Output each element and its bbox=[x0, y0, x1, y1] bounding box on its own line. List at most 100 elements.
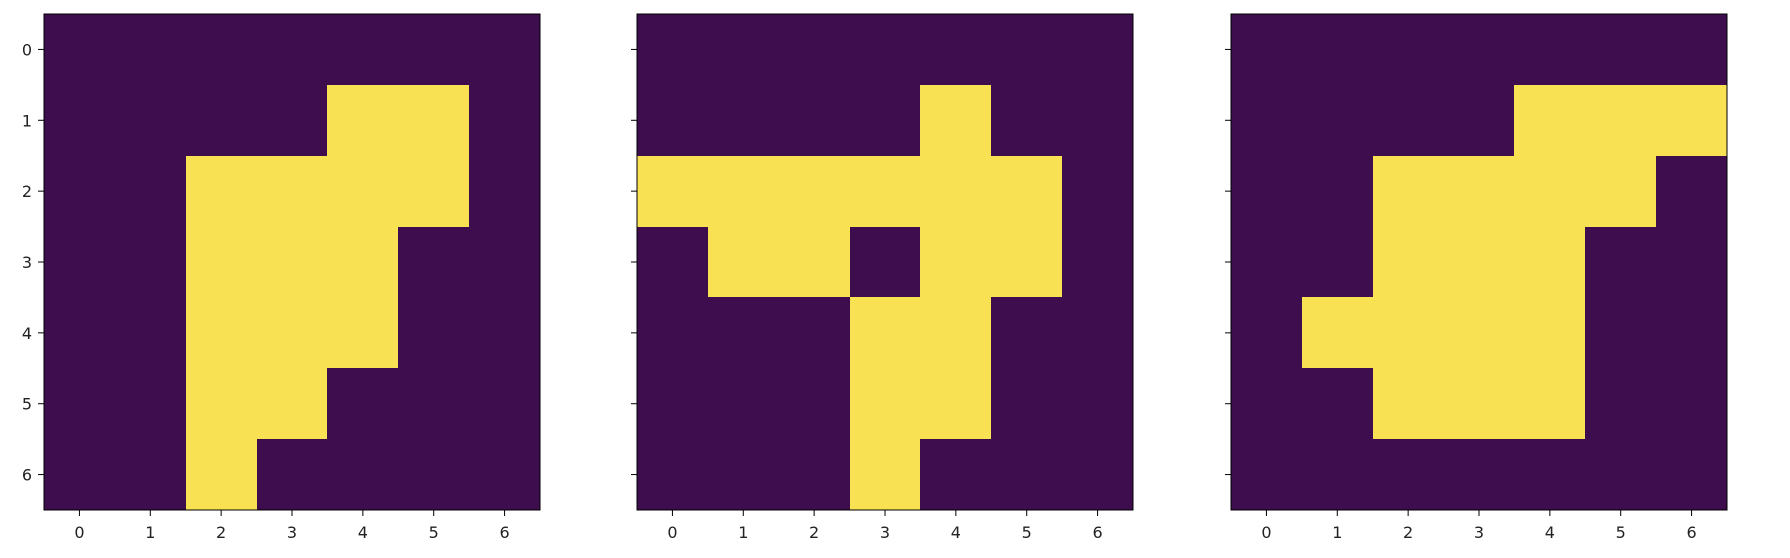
heatmap-cell-r2-c4 bbox=[1514, 156, 1585, 227]
x-tick-label: 0 bbox=[74, 523, 84, 542]
heatmap-cell-r4-c1 bbox=[115, 297, 186, 368]
heatmap-cell-r5-c0 bbox=[44, 368, 115, 439]
heatmap-cell-r3-c4 bbox=[1514, 227, 1585, 297]
y-tick-label: 4 bbox=[22, 324, 32, 343]
heatmap-cell-r2-c1 bbox=[1302, 156, 1373, 227]
heatmap-cell-r3-c6 bbox=[469, 227, 540, 297]
heatmap-cell-r5-c1 bbox=[1302, 368, 1373, 439]
heatmap-cell-r4-c1 bbox=[1302, 297, 1373, 368]
heatmap-cell-r6-c4 bbox=[1514, 439, 1585, 510]
x-tick-label: 6 bbox=[1092, 523, 1102, 542]
heatmap-cell-r6-c0 bbox=[44, 439, 115, 510]
heatmap-cell-r1-c2 bbox=[779, 85, 850, 156]
heatmap-cell-r3-c3 bbox=[850, 227, 920, 297]
heatmap-cell-r0-c4 bbox=[920, 14, 991, 85]
heatmap-cell-r2-c2 bbox=[186, 156, 257, 227]
heatmap-cell-r3-c6 bbox=[1656, 227, 1727, 297]
heatmap-cell-r3-c4 bbox=[920, 227, 991, 297]
x-tick-label: 2 bbox=[216, 523, 226, 542]
heatmap-cell-r4-c3 bbox=[850, 297, 920, 368]
heatmap-cell-r0-c2 bbox=[186, 14, 257, 85]
heatmap-cell-r6-c6 bbox=[1656, 439, 1727, 510]
heatmap-cell-r0-c1 bbox=[708, 14, 779, 85]
heatmap-cell-r0-c4 bbox=[1514, 14, 1585, 85]
heatmap-cell-r4-c6 bbox=[1656, 297, 1727, 368]
heatmap-cell-r0-c0 bbox=[1231, 14, 1302, 85]
y-tick-label: 0 bbox=[22, 40, 32, 59]
heatmap-panel-3: 0 1 2 3 4 5 6 bbox=[1225, 13, 1728, 542]
heatmap-cell-r5-c3 bbox=[850, 368, 920, 439]
heatmap-cell-r2-c6 bbox=[1062, 156, 1133, 227]
x-tick-label: 2 bbox=[1403, 523, 1413, 542]
heatmap-cell-r2-c4 bbox=[920, 156, 991, 227]
heatmap-cell-r1-c0 bbox=[44, 85, 115, 156]
heatmap-cell-r1-c0 bbox=[1231, 85, 1302, 156]
heatmap-cell-r5-c5 bbox=[398, 368, 469, 439]
x-tick-label: 4 bbox=[358, 523, 368, 542]
heatmap-cell-r6-c2 bbox=[186, 439, 257, 510]
y-tick-label: 6 bbox=[22, 466, 32, 485]
heatmap-cell-r0-c3 bbox=[1444, 14, 1514, 85]
heatmap-cell-r6-c5 bbox=[1585, 439, 1656, 510]
heatmap-cell-r3-c3 bbox=[257, 227, 327, 297]
heatmap-cell-r4-c1 bbox=[708, 297, 779, 368]
heatmap-cell-r5-c6 bbox=[469, 368, 540, 439]
heatmap-cell-r3-c5 bbox=[1585, 227, 1656, 297]
heatmap-cell-r3-c5 bbox=[398, 227, 469, 297]
heatmap-cell-r2-c0 bbox=[1231, 156, 1302, 227]
heatmap-cell-r4-c5 bbox=[1585, 297, 1656, 368]
heatmap-cell-r2-c5 bbox=[1585, 156, 1656, 227]
x-tick-label: 2 bbox=[809, 523, 819, 542]
y-tick-label: 5 bbox=[22, 395, 32, 414]
heatmap-cell-r3-c0 bbox=[44, 227, 115, 297]
heatmap-cell-r1-c3 bbox=[257, 85, 327, 156]
heatmap-cell-r2-c6 bbox=[469, 156, 540, 227]
heatmap-cell-r2-c2 bbox=[1373, 156, 1444, 227]
heatmap-cell-r2-c0 bbox=[44, 156, 115, 227]
x-tick-label: 4 bbox=[1545, 523, 1555, 542]
heatmap-cell-r2-c2 bbox=[779, 156, 850, 227]
x-tick-label: 1 bbox=[738, 523, 748, 542]
heatmap-cell-r1-c5 bbox=[1585, 85, 1656, 156]
heatmap-cell-r4-c0 bbox=[44, 297, 115, 368]
heatmap-cell-r0-c3 bbox=[257, 14, 327, 85]
heatmap-cell-r6-c0 bbox=[1231, 439, 1302, 510]
x-tick-label: 0 bbox=[1261, 523, 1271, 542]
heatmap-cell-r2-c6 bbox=[1656, 156, 1727, 227]
x-tick-label: 4 bbox=[951, 523, 961, 542]
heatmap-cell-r4-c3 bbox=[1444, 297, 1514, 368]
heatmap-cell-r5-c1 bbox=[115, 368, 186, 439]
x-tick-label: 5 bbox=[429, 523, 439, 542]
heatmap-cell-r0-c0 bbox=[637, 14, 708, 85]
heatmap-cell-r1-c1 bbox=[708, 85, 779, 156]
heatmap-cell-r2-c5 bbox=[991, 156, 1062, 227]
heatmap-cell-r5-c4 bbox=[327, 368, 398, 439]
heatmap-cell-r2-c3 bbox=[257, 156, 327, 227]
heatmap-cell-r1-c6 bbox=[1656, 85, 1727, 156]
heatmap-cell-r0-c4 bbox=[327, 14, 398, 85]
heatmap-cell-r1-c0 bbox=[637, 85, 708, 156]
heatmap-cell-r6-c3 bbox=[850, 439, 920, 510]
heatmap-cell-r1-c6 bbox=[469, 85, 540, 156]
heatmap-cell-r5-c0 bbox=[637, 368, 708, 439]
heatmap-cell-r3-c1 bbox=[115, 227, 186, 297]
x-tick-label: 6 bbox=[1686, 523, 1696, 542]
heatmap-cell-r4-c2 bbox=[186, 297, 257, 368]
heatmap-cell-r6-c2 bbox=[779, 439, 850, 510]
heatmap-cell-r1-c3 bbox=[850, 85, 920, 156]
y-tick-label: 3 bbox=[22, 253, 32, 272]
heatmap-cell-r2-c3 bbox=[1444, 156, 1514, 227]
heatmap-cell-r4-c2 bbox=[779, 297, 850, 368]
heatmap-cell-r6-c4 bbox=[920, 439, 991, 510]
x-tick-label: 5 bbox=[1022, 523, 1032, 542]
heatmap-cell-r0-c1 bbox=[1302, 14, 1373, 85]
heatmap-cell-r5-c1 bbox=[708, 368, 779, 439]
heatmap-cell-r5-c2 bbox=[779, 368, 850, 439]
heatmap-cell-r1-c2 bbox=[1373, 85, 1444, 156]
heatmap-cell-r1-c3 bbox=[1444, 85, 1514, 156]
heatmap-cell-r5-c6 bbox=[1656, 368, 1727, 439]
heatmap-cell-r6-c5 bbox=[991, 439, 1062, 510]
y-tick-label: 1 bbox=[22, 111, 32, 130]
heatmap-cell-r0-c6 bbox=[1656, 14, 1727, 85]
